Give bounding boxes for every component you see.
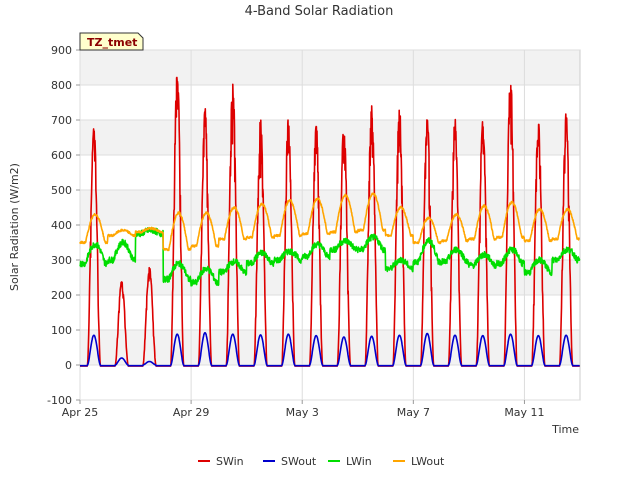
legend-label: LWin (346, 455, 372, 468)
badge-box (79, 32, 144, 51)
x-tick-label: May 3 (286, 406, 319, 419)
legend-item-swout: SWout (263, 455, 317, 468)
y-tick-label: 100 (51, 324, 72, 337)
x-tick-label: Apr 29 (173, 406, 210, 419)
plot-band (80, 365, 580, 400)
series-line-lwout (79, 192, 581, 252)
y-tick-label: 400 (51, 219, 72, 232)
legend-item-lwin: LWin (328, 455, 372, 468)
plot-band (80, 190, 580, 225)
y-tick-label: 500 (51, 184, 72, 197)
badge-label: TZ_tmet (87, 36, 137, 49)
legend-label: LWout (411, 455, 445, 468)
y-tick-label: -100 (47, 394, 72, 407)
y-axis-title: Solar Radiation (W/m2) (8, 163, 21, 291)
plot-band (80, 120, 580, 155)
x-tick-label: May 7 (397, 406, 430, 419)
x-axis-title: Time (551, 423, 579, 436)
plot-band (80, 155, 580, 190)
legend-item-swin: SWin (198, 455, 244, 468)
plot-band (80, 260, 580, 295)
y-tick-label: 200 (51, 289, 72, 302)
x-axis-ticks: Apr 25 Apr 29 May 3 May 7 May 11 (62, 400, 545, 419)
y-tick-label: 700 (51, 114, 72, 127)
y-tick-label: 300 (51, 254, 72, 267)
chart-title: 4-Band Solar Radiation (245, 4, 394, 19)
y-tick-label: 600 (51, 149, 72, 162)
plot-band (80, 330, 580, 365)
series-line-swout (79, 332, 581, 367)
y-axis-ticks: -100 0 100 200 300 400 500 600 700 800 900 (47, 44, 80, 407)
x-tick-label: May 11 (504, 406, 544, 419)
plot-band (80, 50, 580, 85)
plot-band (80, 85, 580, 120)
plot-band (80, 295, 580, 330)
legend-label: SWout (281, 455, 317, 468)
legend-label: SWin (216, 455, 244, 468)
legend-item-lwout: LWout (393, 455, 445, 468)
y-tick-label: 900 (51, 44, 72, 57)
y-tick-label: 0 (65, 359, 72, 372)
series-line-lwin (79, 226, 581, 287)
y-tick-label: 800 (51, 79, 72, 92)
site-badge: TZ_tmet (79, 32, 144, 51)
x-tick-label: Apr 25 (62, 406, 99, 419)
series-lines (79, 76, 581, 367)
legend: SWin SWout LWin LWout (198, 455, 445, 468)
